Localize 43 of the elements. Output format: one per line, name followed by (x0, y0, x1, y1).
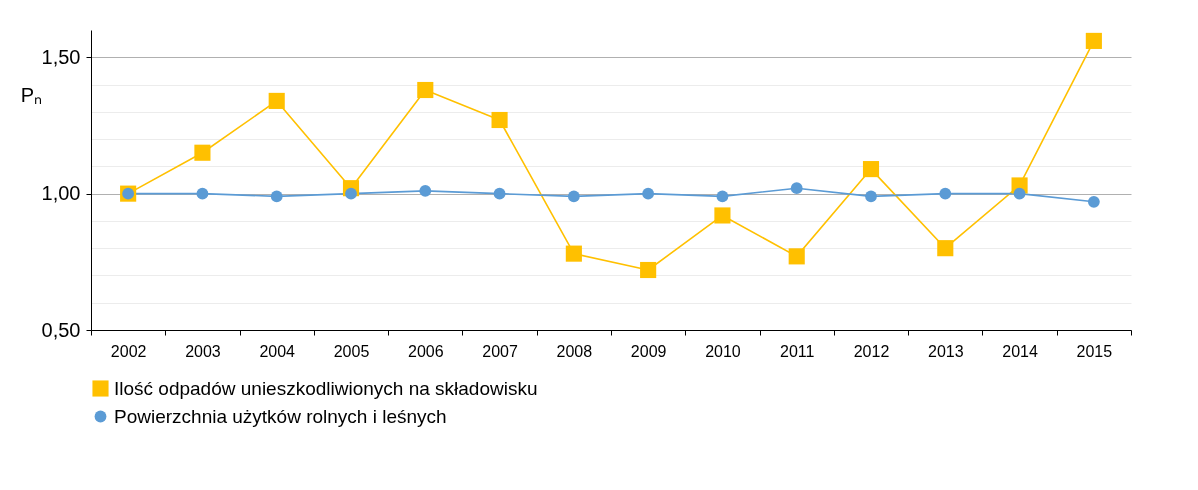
x-tick-label: 2006 (407, 342, 444, 360)
point (567, 190, 580, 203)
x-tick-label: 2002 (110, 342, 147, 360)
y-tick-label: 0,50 (41, 318, 81, 341)
point (194, 144, 211, 161)
point (642, 187, 655, 200)
x-tick-label: 2005 (333, 342, 370, 360)
point (716, 190, 729, 203)
x-tick-label: 2008 (556, 342, 593, 360)
point (939, 187, 952, 200)
point (493, 187, 506, 200)
point (1085, 32, 1102, 49)
point (714, 207, 731, 224)
point (565, 245, 582, 262)
x-tick-label: 2011 (780, 342, 815, 360)
legend-label: Powierzchnia użytków rolnych i leśnych (114, 405, 447, 427)
point (788, 248, 805, 265)
point (937, 240, 954, 257)
x-tick-label: 2015 (1076, 342, 1113, 360)
y-tick-label: 1,50 (41, 45, 81, 68)
point (865, 190, 877, 203)
point (491, 111, 508, 129)
y-tick-label: 1,00 (41, 182, 81, 205)
point (1087, 195, 1100, 208)
point (862, 161, 880, 178)
point (417, 81, 434, 99)
x-tick-label: 2003 (185, 342, 221, 360)
point (419, 185, 432, 197)
x-tick-label: 2012 (853, 342, 890, 360)
x-tick-label: 2004 (259, 342, 296, 360)
y-axis-title: Pₙ (20, 83, 43, 106)
point (640, 261, 657, 279)
x-tick-label: 2010 (705, 342, 741, 360)
point (1013, 187, 1026, 200)
x-tick-label: 2014 (1002, 342, 1038, 360)
point (268, 92, 285, 109)
point (196, 187, 209, 200)
x-tick-label: 2007 (482, 342, 518, 360)
x-tick-label: 2013 (927, 342, 964, 360)
legend-label: Ilość odpadów unieszkodliwionych na składowisku (114, 377, 538, 399)
x-tick-label: 2009 (630, 342, 667, 360)
point (270, 190, 283, 203)
point (790, 182, 803, 195)
